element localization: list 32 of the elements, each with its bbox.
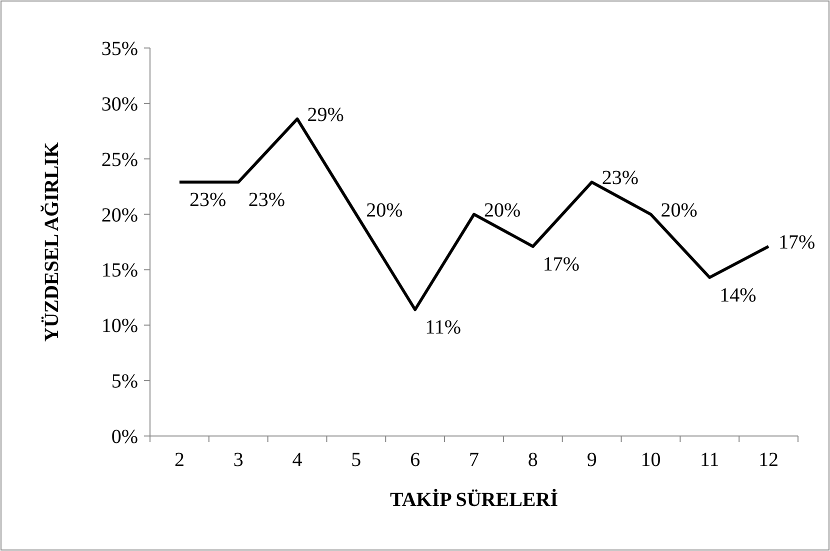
data-label: 23% bbox=[189, 189, 226, 212]
data-label: 20% bbox=[484, 199, 521, 222]
data-label: 11% bbox=[425, 316, 462, 339]
y-tick-label: 10% bbox=[101, 315, 138, 338]
data-label: 23% bbox=[248, 189, 286, 212]
y-axis-title: YÜZDESEL AĞIRLIK bbox=[40, 142, 63, 342]
data-label: 14% bbox=[720, 284, 756, 306]
y-tick-label: 25% bbox=[101, 148, 138, 171]
y-tick-label: 35% bbox=[101, 38, 138, 60]
y-tick-label: 15% bbox=[101, 260, 138, 282]
x-tick-label: 11 bbox=[700, 449, 720, 471]
data-label: 17% bbox=[778, 231, 816, 254]
y-tick-label: 30% bbox=[101, 93, 138, 116]
x-tick-label: 8 bbox=[528, 449, 538, 471]
y-tick-label: 5% bbox=[111, 370, 138, 393]
x-tick-label: 2 bbox=[174, 449, 184, 471]
x-tick-label: 7 bbox=[469, 449, 479, 471]
data-label: 29% bbox=[307, 104, 344, 126]
x-tick-label: 12 bbox=[758, 449, 779, 471]
data-label: 23% bbox=[602, 167, 638, 190]
data-label: 17% bbox=[542, 253, 580, 276]
x-tick-label: 3 bbox=[233, 449, 244, 471]
x-axis-title: TAKİP SÜRELERİ bbox=[390, 488, 558, 511]
data-label: 20% bbox=[366, 199, 403, 222]
data-label: 20% bbox=[660, 199, 698, 222]
y-tick-label: 20% bbox=[101, 204, 138, 226]
x-tick-label: 6 bbox=[410, 449, 420, 471]
x-tick-label: 4 bbox=[292, 449, 302, 471]
x-tick-label: 5 bbox=[351, 449, 362, 471]
y-tick-label: 0% bbox=[111, 426, 138, 448]
x-tick-label: 10 bbox=[640, 449, 661, 471]
x-tick-label: 9 bbox=[586, 449, 597, 471]
